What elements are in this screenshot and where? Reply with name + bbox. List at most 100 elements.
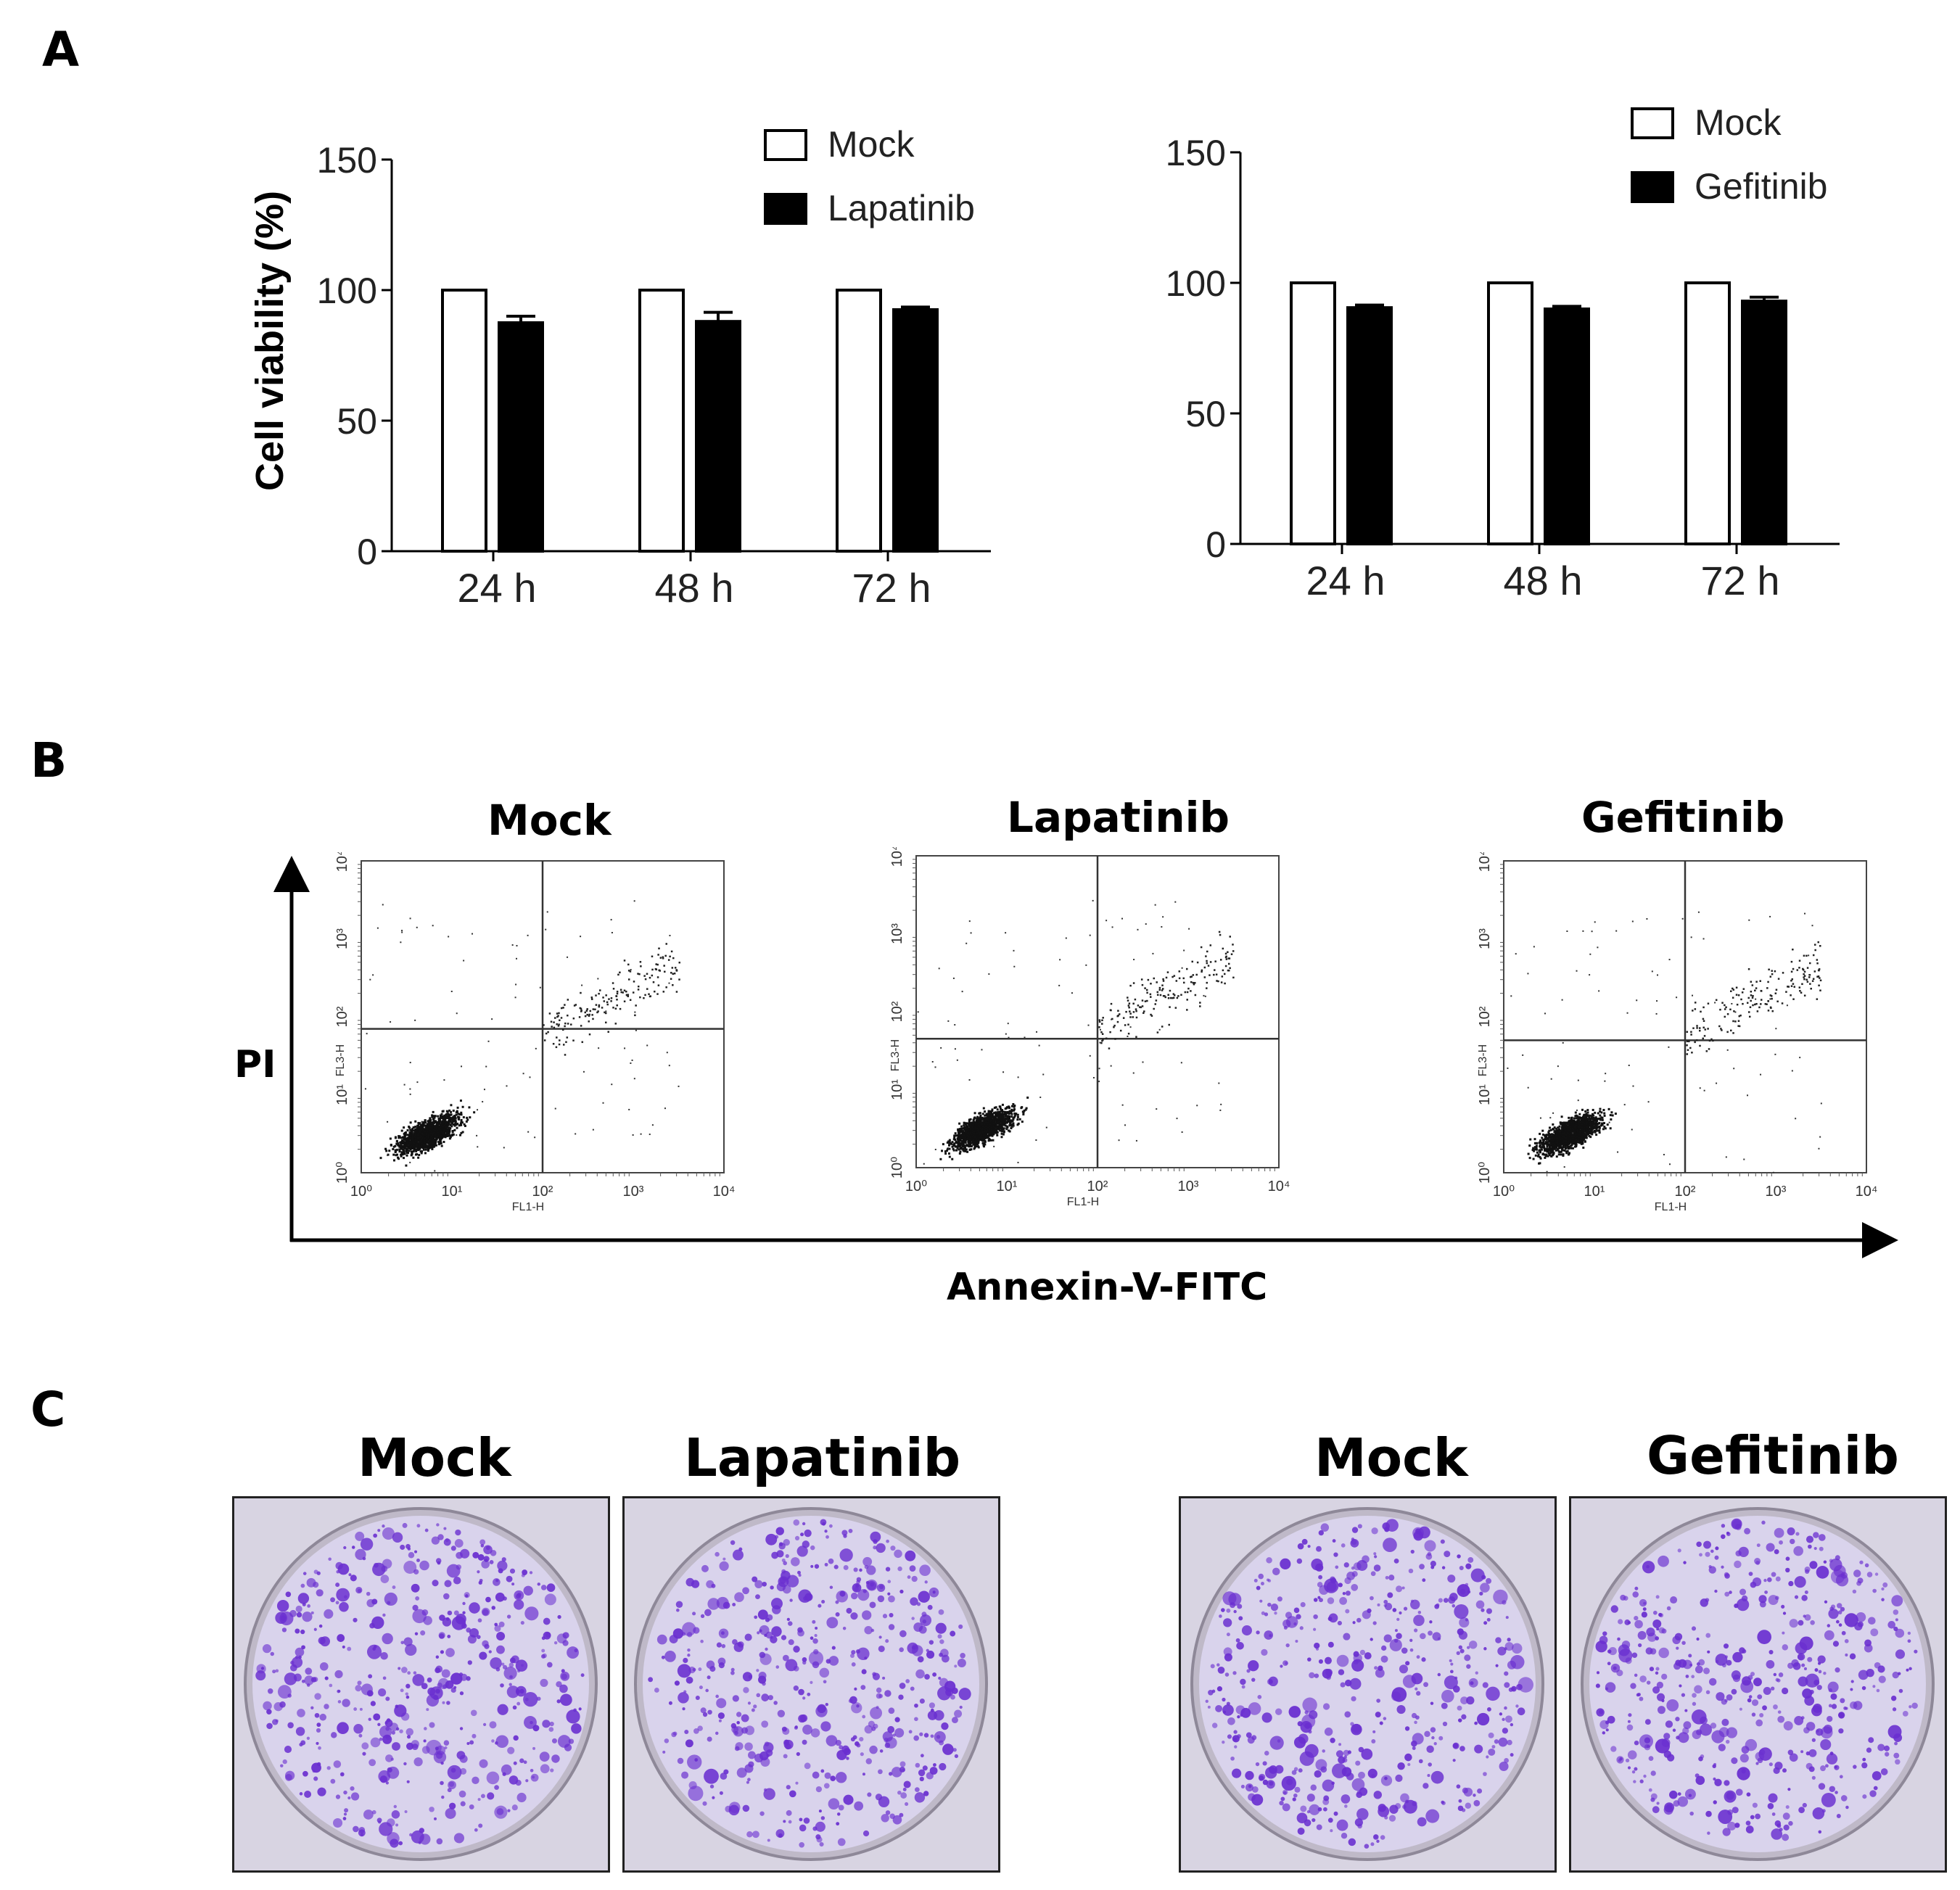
event-dot	[442, 1131, 445, 1134]
event-dot	[1574, 1142, 1577, 1145]
event-dot-apoptotic	[548, 1012, 551, 1015]
event-dot-scatter	[1154, 904, 1156, 906]
event-dot	[973, 1147, 976, 1150]
bar-mock-24h	[441, 289, 487, 553]
event-dot	[1587, 1125, 1590, 1128]
event-dot-scatter	[421, 1121, 423, 1123]
event-dot	[1547, 1137, 1549, 1140]
event-dot	[406, 1149, 409, 1152]
event-dot-apoptotic	[1213, 973, 1215, 976]
event-dot	[420, 1144, 423, 1147]
event-dot	[972, 1123, 975, 1126]
event-dot	[991, 1131, 994, 1134]
event-dot	[410, 1150, 413, 1153]
event-dot	[1560, 1147, 1563, 1150]
event-dot	[1563, 1136, 1566, 1139]
event-dot	[1548, 1126, 1551, 1129]
event-dot	[1009, 1122, 1012, 1125]
event-dots	[917, 899, 1235, 1165]
event-dot-scatter	[917, 1011, 919, 1013]
event-dot	[416, 1136, 419, 1139]
event-dot	[450, 1104, 453, 1107]
event-dot	[460, 1113, 463, 1116]
event-dot	[455, 1111, 458, 1114]
event-dot	[1598, 1122, 1601, 1125]
event-dot	[425, 1138, 428, 1141]
event-dot	[971, 1129, 973, 1132]
event-dot	[1550, 1144, 1553, 1147]
event-dot-apoptotic	[608, 998, 610, 1000]
event-dot	[1008, 1124, 1011, 1127]
y-tick-label: 10⁴	[1477, 852, 1493, 872]
legend-swatch	[764, 129, 807, 161]
event-dot-apoptotic	[1223, 973, 1226, 975]
event-dot	[1597, 1118, 1599, 1121]
event-dot	[1000, 1128, 1003, 1131]
event-dot	[978, 1125, 981, 1128]
event-dot	[447, 1121, 450, 1124]
event-dot-scatter	[1092, 1077, 1095, 1079]
event-dot-apoptotic	[602, 996, 604, 999]
event-dot-scatter	[1089, 1055, 1091, 1057]
event-dot	[987, 1115, 990, 1118]
event-dot-apoptotic	[1207, 965, 1210, 967]
event-dot	[432, 1131, 435, 1134]
event-dot	[442, 1122, 445, 1125]
event-dot	[1587, 1128, 1590, 1131]
event-dot	[958, 1139, 960, 1142]
event-dot-apoptotic	[592, 1008, 595, 1010]
event-dot	[460, 1111, 463, 1114]
event-dot	[1582, 1114, 1585, 1117]
event-dot	[414, 1140, 417, 1143]
event-dot-scatter	[582, 1070, 585, 1073]
event-dot	[1567, 1146, 1570, 1149]
event-dot-apoptotic	[1227, 957, 1230, 960]
event-dot-apoptotic	[1182, 981, 1185, 984]
event-dot-scatter	[1161, 925, 1163, 928]
event-dot	[958, 1137, 961, 1140]
event-dot-apoptotic	[1113, 1026, 1115, 1028]
event-dot	[446, 1128, 449, 1131]
event-dot-apoptotic	[559, 1039, 561, 1041]
event-dot	[433, 1131, 436, 1134]
event-dot-scatter	[968, 920, 971, 923]
event-dot-scatter	[1099, 1041, 1101, 1044]
event-dot-scatter	[461, 1065, 463, 1068]
event-dot	[968, 1121, 971, 1123]
event-dot	[439, 1123, 442, 1126]
event-dot	[430, 1139, 433, 1142]
event-dot	[1592, 1108, 1594, 1111]
event-dot-scatter	[1218, 1082, 1220, 1084]
event-dot-apoptotic	[1219, 959, 1222, 961]
event-dot-scatter	[1180, 1062, 1182, 1064]
event-dot	[1002, 1115, 1005, 1118]
event-dot	[419, 1150, 422, 1153]
x-tick-label: 10⁴	[713, 1184, 736, 1200]
event-dot	[1582, 1126, 1585, 1128]
event-dot	[452, 1109, 455, 1112]
event-dot-apoptotic	[623, 1000, 626, 1003]
event-dot-apoptotic	[1144, 1000, 1147, 1002]
event-dot	[976, 1128, 979, 1131]
event-dot-apoptotic	[1158, 986, 1161, 989]
event-dot-apoptotic	[1190, 990, 1192, 992]
y-tick-label: 10²	[889, 1001, 905, 1022]
event-dot	[1578, 1117, 1581, 1120]
event-dot-scatter	[1183, 949, 1185, 952]
x-tick-label: 10⁰	[350, 1184, 372, 1200]
event-dot-apoptotic	[1127, 1023, 1129, 1026]
event-dot	[1598, 1126, 1601, 1129]
event-dot	[939, 1157, 942, 1160]
event-dot	[402, 1148, 405, 1151]
event-dot	[421, 1128, 424, 1131]
event-dot	[1008, 1118, 1010, 1121]
event-dot	[974, 1142, 977, 1144]
event-dot-apoptotic	[662, 991, 665, 993]
event-dot	[394, 1150, 397, 1153]
event-dot-apoptotic	[1227, 951, 1229, 954]
event-dot	[430, 1126, 433, 1129]
event-dot	[449, 1120, 452, 1123]
event-dot	[429, 1120, 432, 1123]
event-dot	[968, 1127, 971, 1130]
